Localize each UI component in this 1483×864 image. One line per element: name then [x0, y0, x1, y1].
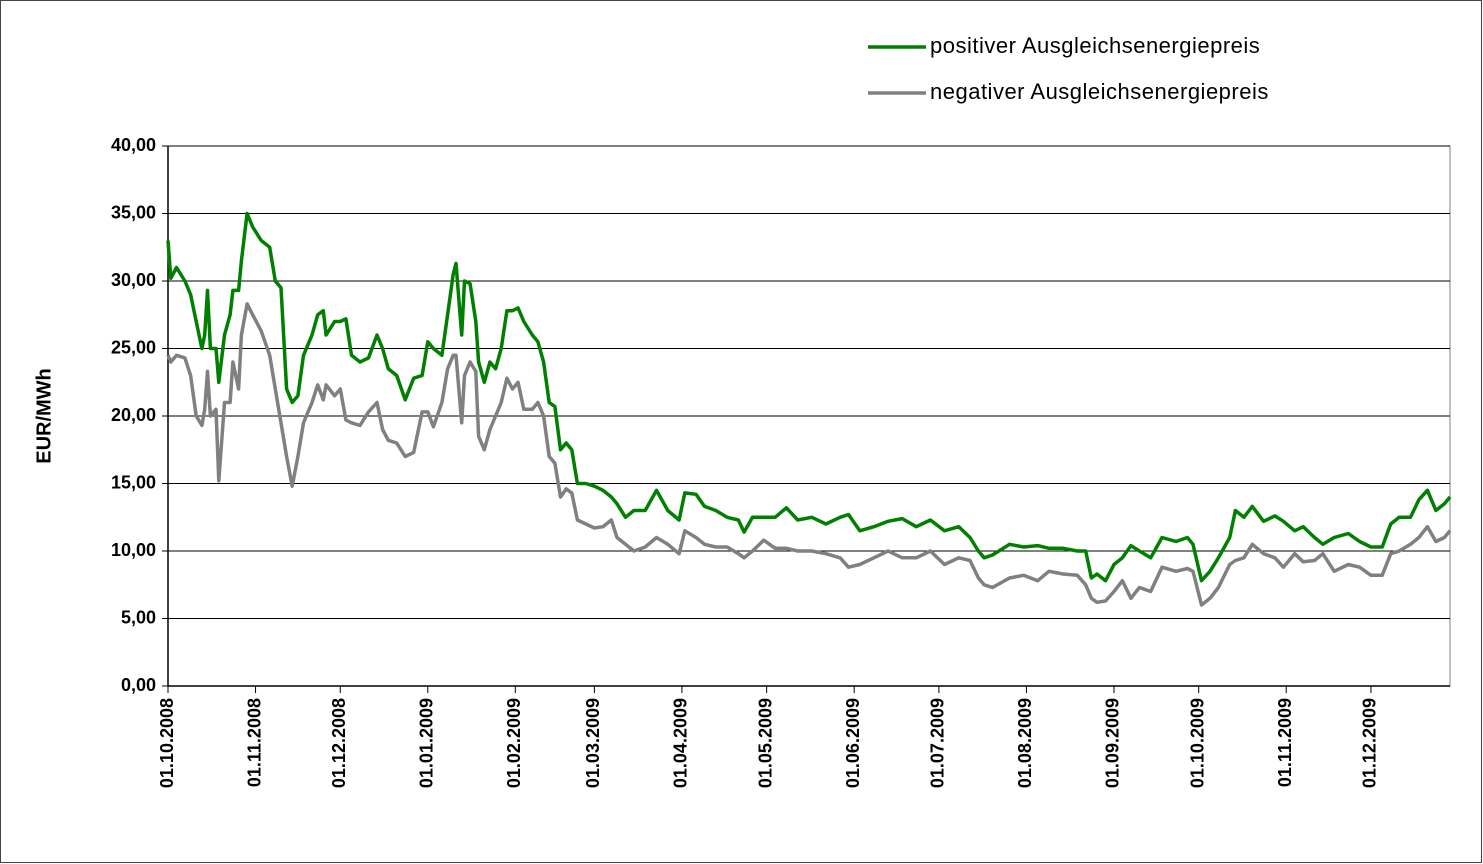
y-tick-label: 35,00 [111, 202, 156, 222]
line-series [166, 302, 1452, 607]
x-tick-label: 01.01.2009 [417, 698, 437, 788]
x-tick-label: 01.02.2009 [504, 698, 524, 788]
y-tick-label: 0,00 [121, 675, 156, 695]
x-tick-label: 01.08.2009 [1015, 698, 1035, 788]
line-series [166, 211, 1452, 583]
y-tick-label: 30,00 [111, 270, 156, 290]
x-tick-label: 01.12.2008 [329, 698, 349, 788]
y-axis-title: EUR/MWh [33, 368, 55, 464]
y-tick-label: 10,00 [111, 540, 156, 560]
y-tick-label: 25,00 [111, 337, 156, 357]
x-tick-label: 01.12.2009 [1360, 698, 1380, 788]
y-tick-label: 20,00 [111, 405, 156, 425]
legend-label: negativer Ausgleichsenergiepreis [930, 79, 1269, 104]
x-tick-label: 01.09.2009 [1103, 698, 1123, 788]
y-tick-label: 40,00 [111, 135, 156, 155]
x-tick-label: 01.04.2009 [671, 698, 691, 788]
x-tick-label: 01.07.2009 [928, 698, 948, 788]
x-tick-label: 01.06.2009 [843, 698, 863, 788]
y-tick-label: 15,00 [111, 472, 156, 492]
legend-label: positiver Ausgleichsenergiepreis [930, 33, 1260, 58]
y-tick-label: 5,00 [121, 607, 156, 627]
x-tick-label: 01.10.2009 [1187, 698, 1207, 788]
x-tick-label: 01.11.2009 [1275, 698, 1295, 787]
x-tick-label: 01.10.2008 [157, 698, 177, 788]
x-tick-label: 01.03.2009 [583, 698, 603, 788]
x-tick-label: 01.11.2008 [244, 698, 264, 787]
x-tick-label: 01.05.2009 [755, 698, 775, 788]
